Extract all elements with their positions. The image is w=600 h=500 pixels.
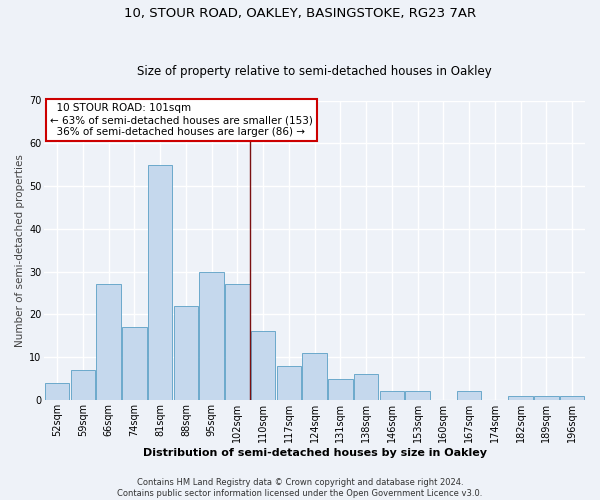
Bar [199,272,224,400]
Bar [508,396,533,400]
X-axis label: Distribution of semi-detached houses by size in Oakley: Distribution of semi-detached houses by … [143,448,487,458]
Bar [406,392,430,400]
Bar [328,378,353,400]
Bar [354,374,379,400]
Bar [251,332,275,400]
Bar [380,392,404,400]
Bar [71,370,95,400]
Bar [45,383,70,400]
Y-axis label: Number of semi-detached properties: Number of semi-detached properties [15,154,25,346]
Title: Size of property relative to semi-detached houses in Oakley: Size of property relative to semi-detach… [137,66,492,78]
Bar [122,327,146,400]
Text: 10, STOUR ROAD, OAKLEY, BASINGSTOKE, RG23 7AR: 10, STOUR ROAD, OAKLEY, BASINGSTOKE, RG2… [124,8,476,20]
Text: 10 STOUR ROAD: 101sqm
← 63% of semi-detached houses are smaller (153)
  36% of s: 10 STOUR ROAD: 101sqm ← 63% of semi-deta… [50,104,313,136]
Bar [173,306,198,400]
Bar [302,353,327,400]
Bar [97,284,121,400]
Bar [457,392,481,400]
Bar [148,164,172,400]
Bar [534,396,559,400]
Bar [277,366,301,400]
Bar [225,284,250,400]
Text: Contains HM Land Registry data © Crown copyright and database right 2024.
Contai: Contains HM Land Registry data © Crown c… [118,478,482,498]
Bar [560,396,584,400]
